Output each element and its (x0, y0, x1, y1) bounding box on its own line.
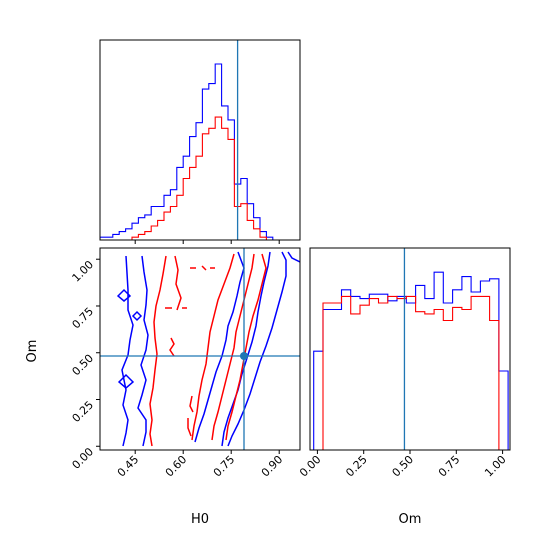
blue-contour-outer-right (227, 251, 287, 447)
blue-contour-outer-left (137, 255, 149, 447)
joint-contour-panel (100, 248, 300, 450)
h0-histogram-series-0 (100, 63, 292, 240)
red-contour-outer-left (149, 255, 167, 447)
h0-histogram-ticks (134, 240, 280, 244)
om-histogram-series-1 (313, 295, 509, 450)
truth-marker (240, 352, 248, 360)
blue-contour-islands (116, 288, 143, 389)
h0-histogram-series-1 (100, 116, 292, 240)
red-contour-outer-right (225, 253, 267, 441)
om-x-axis-label: Om (399, 512, 422, 527)
blue-contour-edge-left (121, 255, 134, 447)
h0-histogram-panel (100, 40, 292, 240)
blue-contour-inner (194, 251, 245, 443)
joint-contour-frame (99, 247, 301, 451)
joint-y-axis-label: Om (25, 340, 40, 363)
blue-contour-inner-right (221, 251, 271, 447)
red-contour-inner-left (191, 253, 235, 441)
blue-contour-topright (287, 251, 300, 263)
h0-histogram-frame (99, 39, 301, 241)
red-contour-middle (211, 253, 255, 441)
red-contour-islands (165, 255, 215, 437)
om-histogram-series-0 (313, 271, 509, 450)
om-histogram-panel (313, 248, 509, 450)
joint-x-axis-label: H0 (191, 512, 209, 527)
